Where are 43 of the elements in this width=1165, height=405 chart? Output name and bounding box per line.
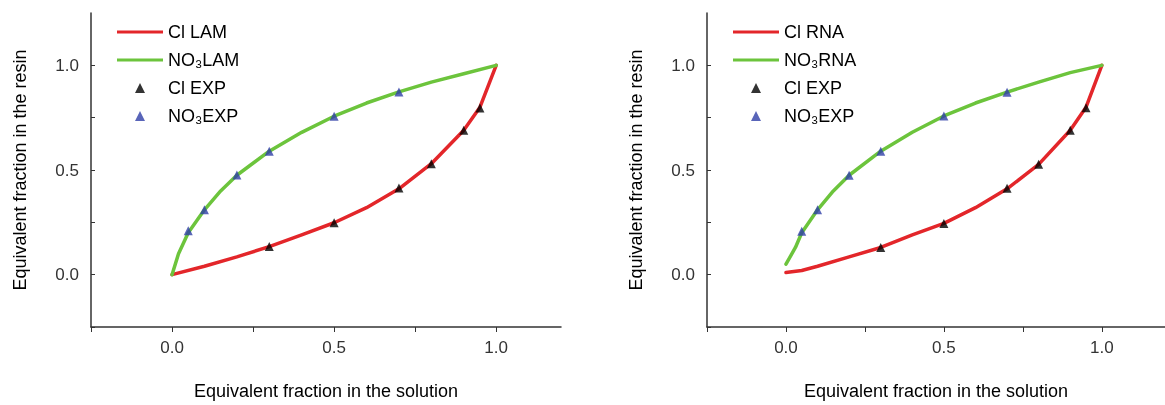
y-tick-label: 1.0 <box>671 55 695 75</box>
point <box>232 170 242 180</box>
point <box>876 242 886 252</box>
point <box>939 218 949 228</box>
y-axis-title: Equivalent fraction in the resin <box>10 49 30 291</box>
legend-label: NO₃EXP <box>784 106 855 126</box>
point <box>329 111 339 121</box>
x-tick-label: 0.0 <box>774 338 798 357</box>
x-axis-title: Equivalent fraction in the solution <box>193 381 459 401</box>
legend-label: Cl RNA <box>784 22 845 42</box>
x-tick-label: 1.0 <box>1090 338 1114 357</box>
point <box>1002 183 1012 193</box>
x-tick-label: 1.0 <box>484 338 508 357</box>
point <box>264 146 274 156</box>
point <box>1034 159 1044 169</box>
point <box>844 170 854 180</box>
point <box>813 205 823 215</box>
x-tick-label: 0.0 <box>160 338 184 357</box>
legend-label: Cl EXP <box>784 78 843 98</box>
x-tick-label: 0.5 <box>932 338 956 357</box>
x-axis-title: Equivalent fraction in the solution <box>803 381 1069 401</box>
point <box>329 218 339 228</box>
point <box>1002 87 1012 97</box>
legend-label: NO₃EXP <box>168 106 239 126</box>
legend-label: NO₃RNA <box>784 50 857 70</box>
legend-label: Cl EXP <box>168 78 227 98</box>
legend-label: NO₃LAM <box>168 50 240 70</box>
point <box>199 205 209 215</box>
y-tick-label: 1.0 <box>55 55 79 75</box>
y-tick-label: 0.0 <box>671 265 695 285</box>
point <box>475 103 485 113</box>
point <box>459 125 469 135</box>
point <box>797 226 807 236</box>
y-tick-label: 0.0 <box>55 265 79 285</box>
y-tick-label: 0.5 <box>55 160 79 180</box>
point <box>1065 125 1075 135</box>
y-tick-label: 0.5 <box>671 160 695 180</box>
y-axis-title: Equivalent fraction in the resin <box>626 49 646 291</box>
x-tick-label: 0.5 <box>322 338 346 357</box>
legend-label: Cl LAM <box>168 22 228 42</box>
point <box>394 183 404 193</box>
point <box>876 146 886 156</box>
point <box>1081 103 1091 113</box>
